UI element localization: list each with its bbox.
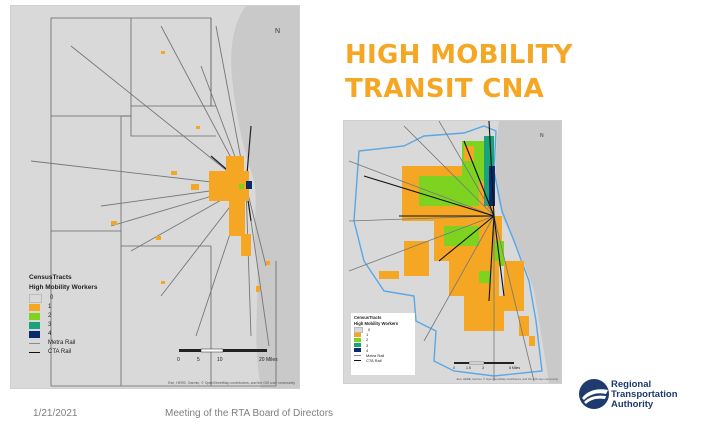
legend-layer: CensusTracts: [354, 315, 382, 320]
metra-line-swatch: [29, 342, 40, 344]
scale-label: 20 Miles: [259, 357, 278, 363]
class-label: 4: [48, 331, 52, 337]
legend-class-4: 4: [29, 330, 129, 338]
rta-logo: Regional Transportation Authority: [578, 378, 703, 414]
north-label: N: [275, 28, 281, 35]
title-line-1: HIGH MOBILITY: [345, 40, 573, 70]
region-map: N CensusTracts High Mobility Workers 0 1…: [10, 5, 300, 389]
cta-rail-lines: [363, 121, 505, 302]
lake-michigan: [495, 121, 561, 383]
swatch-2: [354, 337, 361, 342]
metra-line-swatch: [354, 355, 361, 357]
class-label: 1: [366, 332, 369, 338]
title-line-2: TRANSIT CNA: [345, 74, 545, 104]
legend-class-2: 2: [354, 337, 412, 342]
scale-label: 10: [217, 357, 223, 363]
class-label: 3: [48, 322, 52, 328]
legend-layer: CensusTracts: [29, 274, 72, 281]
legend-class-0: 0: [29, 293, 129, 303]
slide-title: HIGH MOBILITY TRANSIT CNA: [345, 38, 645, 106]
map1-attribution: Esri, HERE, Garmin, © OpenStreetMap cont…: [168, 381, 295, 385]
slide-date: 1/21/2021: [33, 408, 78, 419]
legend-class-3: 3: [354, 343, 412, 348]
meeting-title: Meeting of the RTA Board of Directors: [165, 408, 334, 419]
legend-metra: Metra Rail: [354, 353, 412, 358]
metra-label: Metra Rail: [48, 340, 76, 346]
logo-line: Regional: [611, 379, 652, 390]
class-label: 1: [48, 304, 52, 310]
scale-label: 3: [482, 366, 484, 370]
city-map-canvas: [348, 121, 561, 383]
logo-line: Transportation: [611, 389, 678, 400]
city-map: N CensusTracts High Mobility Workers 0 1…: [343, 120, 562, 384]
map2-attribution: Esri, HERE, Garmin, © OpenStreetMap cont…: [456, 377, 558, 381]
scale-label: 0: [177, 357, 180, 363]
legend-class-2: 2: [29, 312, 129, 320]
legend-class-1: 1: [354, 332, 412, 337]
cta-label: CTA Rail: [48, 349, 72, 355]
class-label: 0: [368, 327, 371, 333]
legend-field: High Mobility Workers: [354, 321, 399, 326]
class-label: 2: [48, 313, 52, 319]
metra-label: Metra Rail: [366, 353, 385, 359]
north-label: N: [540, 133, 544, 139]
swatch-1: [354, 332, 361, 337]
swatch-1: [29, 303, 40, 311]
census-tract-clusters: [111, 51, 270, 292]
north-arrow: N: [540, 133, 544, 139]
scale-label: 0: [453, 366, 455, 370]
county-boundaries: [50, 17, 277, 387]
legend-class-4: 4: [354, 348, 412, 353]
class-label: 4: [366, 347, 369, 353]
north-arrow: N: [275, 28, 280, 35]
cta-line-swatch: [354, 360, 361, 362]
class-label: 3: [366, 342, 369, 348]
scale-bar-graphic: [179, 348, 267, 353]
swatch-3: [29, 321, 40, 329]
scale-label: 1.5: [466, 366, 471, 370]
rta-logo-mark: [579, 379, 609, 409]
class-label: 0: [50, 295, 54, 301]
swatch-4: [354, 348, 361, 353]
scale-label: 6 Miles: [509, 366, 521, 370]
class-label: 2: [366, 337, 369, 343]
legend-metra: Metra Rail: [29, 339, 129, 347]
logo-line: Authority: [611, 399, 654, 410]
swatch-0: [354, 326, 363, 333]
legend-class-1: 1: [29, 303, 129, 311]
region-map-canvas: [30, 6, 299, 388]
metra-rail-lines: [348, 121, 535, 382]
swatch-0: [29, 293, 42, 303]
map1-legend: CensusTracts High Mobility Workers 0 1 2…: [29, 274, 129, 357]
legend-class-0: 0: [354, 326, 412, 333]
legend-field: High Mobility Workers: [29, 284, 98, 291]
scale-label: 5: [197, 357, 200, 363]
swatch-4: [29, 330, 40, 338]
rta-logo-text: Regional Transportation Authority: [611, 380, 678, 410]
rta-boundary: [353, 125, 543, 377]
scale-bar-graphic: [454, 361, 514, 365]
legend-cta: CTA Rail: [354, 358, 412, 363]
swatch-2: [29, 312, 40, 320]
legend-class-3: 3: [29, 321, 129, 329]
swatch-3: [354, 343, 361, 348]
map2-legend: CensusTracts High Mobility Workers 0 1 2…: [351, 313, 415, 375]
cta-line-swatch: [29, 351, 40, 353]
cta-label: CTA Rail: [366, 358, 382, 364]
legend-cta: CTA Rail: [29, 348, 129, 356]
lake-michigan: [231, 6, 299, 388]
